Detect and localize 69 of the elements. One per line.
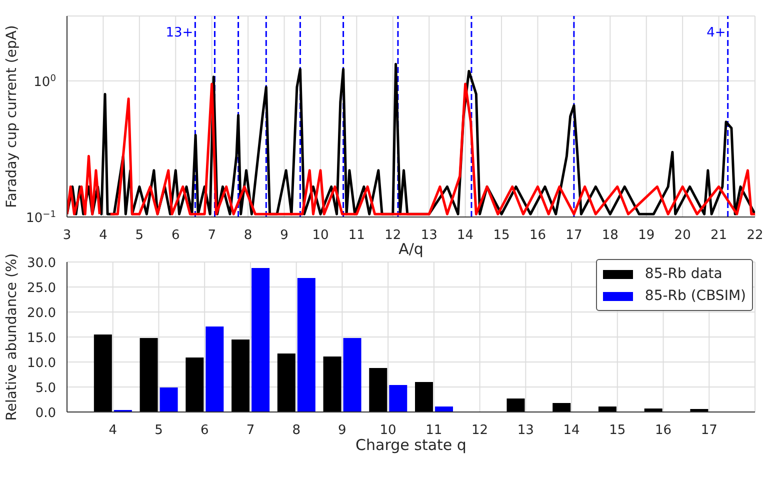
- x-tick-label: 22: [746, 228, 764, 243]
- bar: [186, 358, 204, 412]
- x-tick-label: 10: [380, 423, 396, 438]
- bar: [369, 368, 388, 412]
- annotation: 13+: [166, 26, 194, 41]
- x-tick-label: 21: [710, 228, 728, 243]
- x-tick-label: 14: [457, 228, 474, 243]
- bar: [506, 398, 525, 412]
- y-tick-label: 25.0: [27, 281, 56, 296]
- bar: [277, 354, 296, 412]
- bar: [297, 278, 316, 412]
- bar: [343, 338, 362, 412]
- x-tick-label: 17: [700, 423, 718, 438]
- bar: [323, 356, 342, 412]
- y-tick-label: 20.0: [27, 306, 56, 321]
- bar: [389, 385, 408, 412]
- x-tick-label: 19: [638, 228, 655, 243]
- bar: [552, 403, 571, 412]
- bar: [232, 340, 250, 412]
- x-tick-label: 17: [566, 228, 582, 243]
- y-tick-label: 0.0: [35, 406, 56, 421]
- x-tick-label: 8: [292, 423, 300, 438]
- y-tick-label: 10.0: [27, 356, 56, 371]
- x-tick-label: 9: [338, 423, 346, 438]
- y-tick-label: 10$^{−1}$: [26, 210, 56, 226]
- bar: [206, 326, 224, 412]
- y-axis-title: Faraday cup current (epA): [4, 25, 20, 208]
- x-tick-label: 9: [280, 228, 288, 243]
- bar: [160, 388, 178, 412]
- x-tick-label: 16: [654, 423, 672, 438]
- x-tick-label: 4: [99, 228, 108, 243]
- x-axis-title: Charge state q: [356, 436, 466, 454]
- x-tick-label: 13: [517, 423, 534, 438]
- x-tick-label: 15: [493, 228, 510, 243]
- x-tick-label: 16: [529, 228, 546, 243]
- legend-label: 85-Rb data: [644, 265, 722, 284]
- y-tick-label: 30.0: [27, 256, 56, 271]
- legend-label: 85-Rb (CBSIM): [644, 287, 746, 306]
- y-axis-title: Relative abundance (%): [4, 253, 20, 421]
- y-tick-label: 15.0: [27, 331, 56, 346]
- x-tick-label: 10: [312, 228, 329, 243]
- x-tick-label: 12: [384, 228, 402, 243]
- annotation: 4+: [706, 26, 726, 41]
- x-tick-label: 6: [171, 228, 180, 243]
- x-tick-label: 3: [62, 228, 72, 243]
- x-tick-label: 5: [154, 423, 163, 438]
- bar: [598, 406, 616, 412]
- x-tick-label: 6: [200, 423, 209, 438]
- y-tick-label: 10$^{0}$: [34, 74, 56, 90]
- x-tick-label: 15: [609, 423, 626, 438]
- x-tick-label: 8: [244, 228, 252, 243]
- x-tick-label: 7: [246, 423, 255, 438]
- x-tick-label: 5: [135, 228, 144, 243]
- x-tick-label: 13: [420, 228, 438, 243]
- y-tick-label: 5.0: [35, 381, 56, 396]
- x-tick-label: 7: [208, 228, 216, 243]
- bar: [140, 338, 158, 412]
- bar: [415, 382, 433, 412]
- bar: [252, 268, 270, 412]
- x-tick-label: 14: [563, 423, 580, 438]
- x-tick-label: 12: [472, 423, 488, 438]
- x-tick-label: 18: [602, 228, 618, 243]
- x-axis-title: A/q: [398, 240, 424, 258]
- x-tick-label: 4: [108, 423, 118, 438]
- x-tick-label: 11: [348, 228, 365, 243]
- bar: [435, 406, 453, 412]
- x-tick-label: 11: [426, 423, 442, 438]
- x-tick-label: 20: [674, 228, 691, 243]
- bar: [94, 334, 112, 412]
